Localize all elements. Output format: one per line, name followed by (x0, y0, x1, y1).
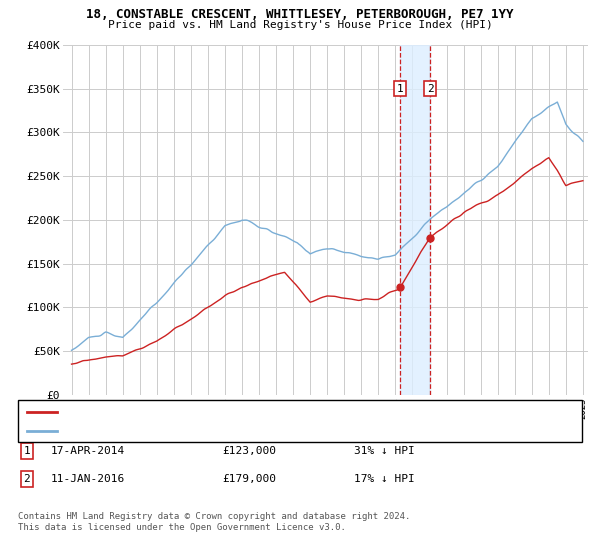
Text: 18, CONSTABLE CRESCENT, WHITTLESEY, PETERBOROUGH, PE7 1YY: 18, CONSTABLE CRESCENT, WHITTLESEY, PETE… (86, 8, 514, 21)
Text: 17-APR-2014: 17-APR-2014 (51, 446, 125, 456)
Text: 31% ↓ HPI: 31% ↓ HPI (354, 446, 415, 456)
Text: 11-JAN-2016: 11-JAN-2016 (51, 474, 125, 484)
Text: 2: 2 (427, 83, 434, 94)
Text: Price paid vs. HM Land Registry's House Price Index (HPI): Price paid vs. HM Land Registry's House … (107, 20, 493, 30)
Text: 1: 1 (23, 446, 31, 456)
Text: 2: 2 (23, 474, 31, 484)
Text: 1: 1 (397, 83, 404, 94)
Text: £123,000: £123,000 (222, 446, 276, 456)
Text: 18, CONSTABLE CRESCENT, WHITTLESEY, PETERBOROUGH, PE7 1YY (detached house): 18, CONSTABLE CRESCENT, WHITTLESEY, PETE… (63, 407, 498, 417)
Text: Contains HM Land Registry data © Crown copyright and database right 2024.
This d: Contains HM Land Registry data © Crown c… (18, 512, 410, 532)
Text: HPI: Average price, detached house, Fenland: HPI: Average price, detached house, Fenl… (63, 426, 316, 436)
Bar (400, 45, 430, 395)
Text: 17% ↓ HPI: 17% ↓ HPI (354, 474, 415, 484)
Text: £179,000: £179,000 (222, 474, 276, 484)
